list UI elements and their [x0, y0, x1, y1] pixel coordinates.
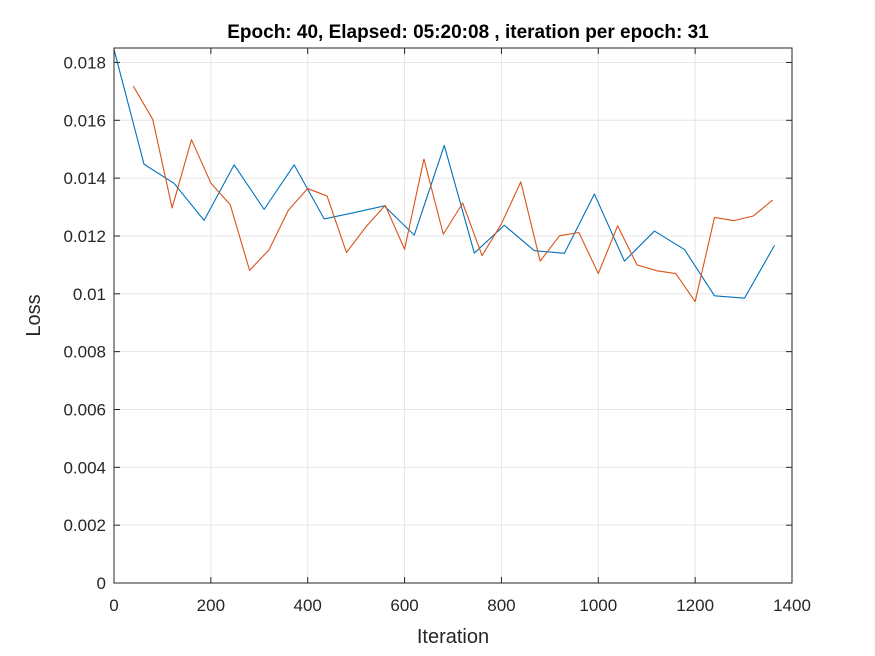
y-tick-label: 0	[97, 574, 106, 593]
y-tick-label: 0.01	[73, 285, 106, 304]
y-tick-label: 0.018	[63, 53, 106, 72]
x-axis-label: Iteration	[417, 626, 489, 648]
x-tick-label: 400	[294, 596, 322, 615]
series-layer	[113, 49, 776, 303]
y-tick-label: 0.004	[63, 458, 106, 477]
plot-area: 0 200 400 600 800 1000 1200 1400 0 0.002 0.004 0.00…	[63, 47, 811, 615]
ticks: 0 200 400 600 800 1000 1200 1400 0 0.002 0.004 0.00…	[63, 48, 811, 615]
y-tick-label: 0.002	[63, 516, 106, 535]
y-tick-label: 0.008	[63, 343, 106, 362]
series-line-2	[132, 85, 773, 303]
y-tick-label: 0.006	[63, 400, 106, 419]
series-line-1	[113, 49, 776, 299]
y-tick-label: 0.014	[63, 169, 106, 188]
x-tick-label: 0	[109, 596, 118, 615]
y-tick-label: 0.012	[63, 227, 106, 246]
x-tick-label: 1200	[676, 596, 714, 615]
axes-box	[113, 47, 793, 584]
y-tick-label: 0.016	[63, 111, 106, 130]
x-tick-label: 1000	[579, 596, 617, 615]
chart-title: Epoch: 40, Elapsed: 05:20:08 , iteration…	[227, 22, 709, 43]
x-tick-label: 1400	[773, 596, 811, 615]
x-tick-label: 200	[197, 596, 225, 615]
axes-background	[114, 48, 792, 583]
x-tick-label: 800	[487, 596, 515, 615]
y-axis-label: Loss	[23, 294, 45, 336]
x-tick-label: 600	[390, 596, 418, 615]
